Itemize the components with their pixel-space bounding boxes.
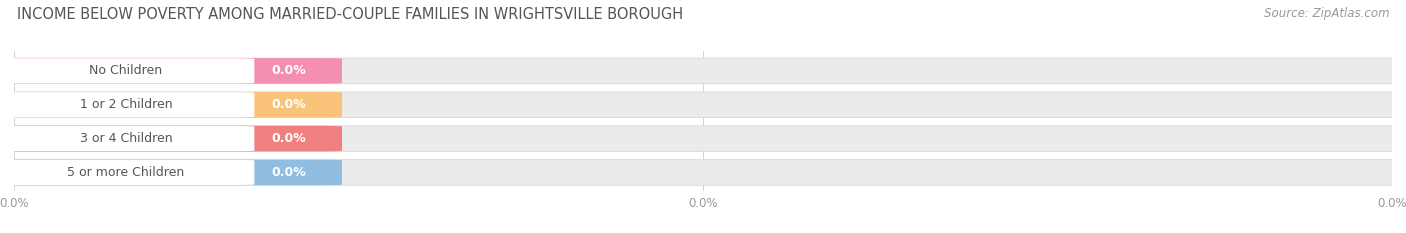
Text: INCOME BELOW POVERTY AMONG MARRIED-COUPLE FAMILIES IN WRIGHTSVILLE BOROUGH: INCOME BELOW POVERTY AMONG MARRIED-COUPL… [17,7,683,22]
FancyBboxPatch shape [0,92,1406,117]
FancyBboxPatch shape [0,126,342,151]
FancyBboxPatch shape [0,92,254,117]
Text: 0.0%: 0.0% [271,132,307,145]
FancyBboxPatch shape [0,58,1406,84]
Text: 0.0%: 0.0% [271,98,307,111]
FancyBboxPatch shape [0,160,254,185]
Text: 0.0%: 0.0% [271,64,307,77]
Text: Source: ZipAtlas.com: Source: ZipAtlas.com [1264,7,1389,20]
FancyBboxPatch shape [0,58,254,83]
FancyBboxPatch shape [0,160,342,185]
FancyBboxPatch shape [0,58,342,84]
Text: 0.0%: 0.0% [271,166,307,179]
Text: 3 or 4 Children: 3 or 4 Children [80,132,173,145]
FancyBboxPatch shape [0,126,254,151]
FancyBboxPatch shape [0,160,1406,185]
FancyBboxPatch shape [0,92,342,117]
Text: No Children: No Children [90,64,163,77]
Text: 1 or 2 Children: 1 or 2 Children [80,98,173,111]
FancyBboxPatch shape [0,126,1406,151]
Text: 5 or more Children: 5 or more Children [67,166,184,179]
